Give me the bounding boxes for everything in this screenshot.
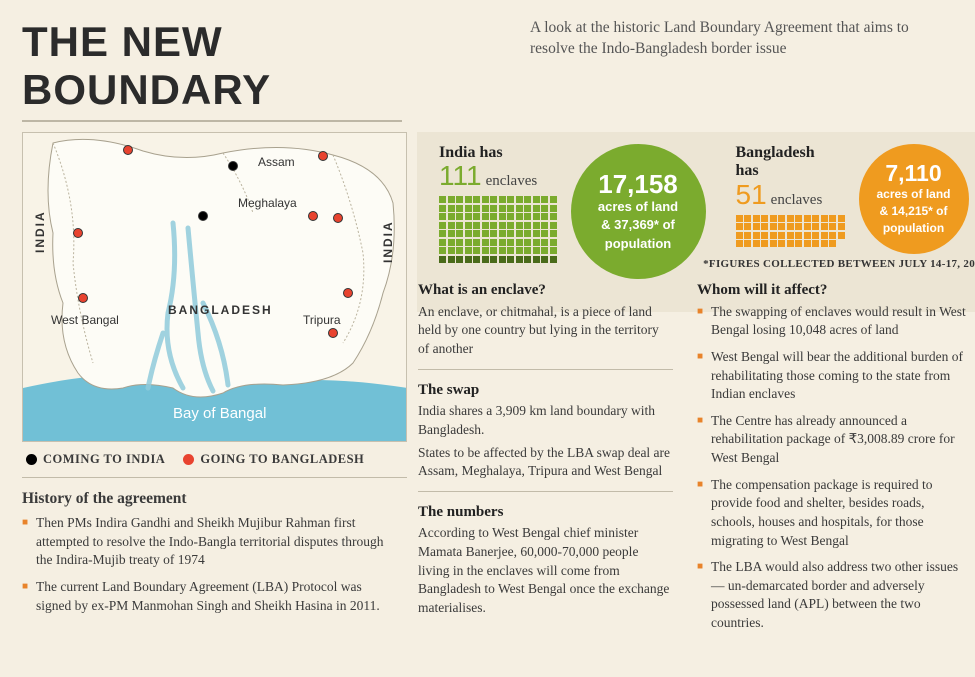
affect-item: The LBA would also address two other iss… bbox=[697, 558, 967, 633]
body-columns: What is an enclave?An enclave, or chitma… bbox=[418, 280, 975, 641]
bd-acres-l3: population bbox=[883, 221, 944, 236]
history-heading: History of the agreement bbox=[22, 488, 397, 510]
affect-item: The compensation package is required to … bbox=[697, 476, 967, 551]
legend-coming: COMING TO INDIA bbox=[26, 452, 165, 467]
section-para: An enclave, or chitmahal, is a piece of … bbox=[418, 303, 673, 359]
going-dot-icon bbox=[343, 288, 353, 298]
india-stat: India has 111 enclaves 17,158 acres of l… bbox=[439, 144, 706, 296]
section-heading: The swap bbox=[418, 380, 673, 401]
india-waffle bbox=[439, 196, 557, 263]
section-para: According to West Bengal chief minister … bbox=[418, 524, 673, 617]
section-para: States to be affected by the LBA swap de… bbox=[418, 444, 673, 481]
going-dot-icon bbox=[333, 213, 343, 223]
india-count: 111 bbox=[439, 160, 482, 191]
bd-acres-l2: & 14,215* of bbox=[879, 204, 947, 219]
map-label: West Bangal bbox=[51, 313, 119, 327]
going-dot-icon bbox=[73, 228, 83, 238]
bangladesh-count-label: enclaves bbox=[771, 192, 823, 208]
section-heading: What is an enclave? bbox=[418, 280, 673, 301]
india-acres-l2: & 37,369* of bbox=[601, 217, 675, 233]
bangladesh-waffle bbox=[736, 215, 845, 248]
going-dot-icon bbox=[328, 328, 338, 338]
map-legend: COMING TO INDIA GOING TO BANGLADESH bbox=[22, 442, 407, 478]
india-acres-l1: acres of land bbox=[598, 199, 678, 215]
india-acres: 17,158 bbox=[598, 171, 678, 197]
history-list: Then PMs Indira Gandhi and Sheikh Mujibu… bbox=[22, 514, 397, 616]
history-item: Then PMs Indira Gandhi and Sheikh Mujibu… bbox=[22, 514, 397, 571]
page-subtitle: A look at the historic Land Boundary Agr… bbox=[530, 18, 950, 60]
section-para: India shares a 3,909 km land boundary wi… bbox=[418, 402, 673, 439]
bd-acres-l1: acres of land bbox=[876, 187, 950, 202]
affect-item: The Centre has already announced a rehab… bbox=[697, 412, 967, 468]
going-dot-icon bbox=[123, 145, 133, 155]
affect-list: The swapping of enclaves would result in… bbox=[697, 303, 967, 633]
coming-dot-icon bbox=[198, 211, 208, 221]
map-label: BANGLADESH bbox=[168, 303, 273, 317]
going-dot-icon bbox=[308, 211, 318, 221]
bangladesh-circle: 7,110 acres of land & 14,215* of populat… bbox=[859, 144, 969, 254]
column-affect: Whom will it affect? The swapping of enc… bbox=[697, 280, 967, 641]
map-label: Tripura bbox=[303, 313, 341, 327]
coming-dot-icon bbox=[228, 161, 238, 171]
map-label: Bay of Bangal bbox=[173, 405, 266, 422]
coming-dot-icon bbox=[26, 454, 37, 465]
section-rule bbox=[418, 491, 673, 492]
legend-going-label: GOING TO BANGLADESH bbox=[200, 452, 364, 467]
map-column: Assam Meghalaya Tripura West Bangal BANGLADE… bbox=[22, 132, 407, 624]
history-section: History of the agreement Then PMs Indira… bbox=[22, 488, 397, 616]
column-explainers: What is an enclave?An enclave, or chitma… bbox=[418, 280, 673, 641]
map-label: INDIA bbox=[33, 210, 47, 253]
india-count-label: enclaves bbox=[486, 173, 538, 189]
india-circle: 17,158 acres of land & 37,369* of popula… bbox=[571, 144, 706, 279]
figures-footnote: *FIGURES COLLECTED BETWEEN JULY 14-17, 2… bbox=[703, 258, 975, 270]
map-label: Assam bbox=[258, 155, 295, 169]
map-label: Meghalaya bbox=[238, 196, 297, 210]
going-dot-icon bbox=[78, 293, 88, 303]
legend-coming-label: COMING TO INDIA bbox=[43, 452, 165, 467]
legend-going: GOING TO BANGLADESH bbox=[183, 452, 364, 467]
india-acres-l3: population bbox=[605, 236, 671, 252]
history-item: The current Land Boundary Agreement (LBA… bbox=[22, 578, 397, 616]
section-rule bbox=[418, 369, 673, 370]
affect-item: West Bengal will bear the additional bur… bbox=[697, 348, 967, 404]
affect-item: The swapping of enclaves would result in… bbox=[697, 303, 967, 340]
going-dot-icon bbox=[183, 454, 194, 465]
page-title: THE NEW BOUNDARY bbox=[22, 18, 402, 122]
map: Assam Meghalaya Tripura West Bangal BANGLADE… bbox=[22, 132, 407, 442]
infographic-page: THE NEW BOUNDARY A look at the historic … bbox=[0, 0, 975, 677]
bangladesh-count: 51 bbox=[736, 179, 767, 210]
section-heading: The numbers bbox=[418, 502, 673, 523]
going-dot-icon bbox=[318, 151, 328, 161]
bangladesh-title: Bangladesh has bbox=[736, 144, 836, 181]
bd-acres: 7,110 bbox=[885, 162, 941, 185]
map-label: INDIA bbox=[381, 220, 395, 263]
affect-heading: Whom will it affect? bbox=[697, 280, 967, 301]
bangladesh-stat: Bangladesh has 51 enclaves 7,110 acres o… bbox=[736, 144, 969, 296]
